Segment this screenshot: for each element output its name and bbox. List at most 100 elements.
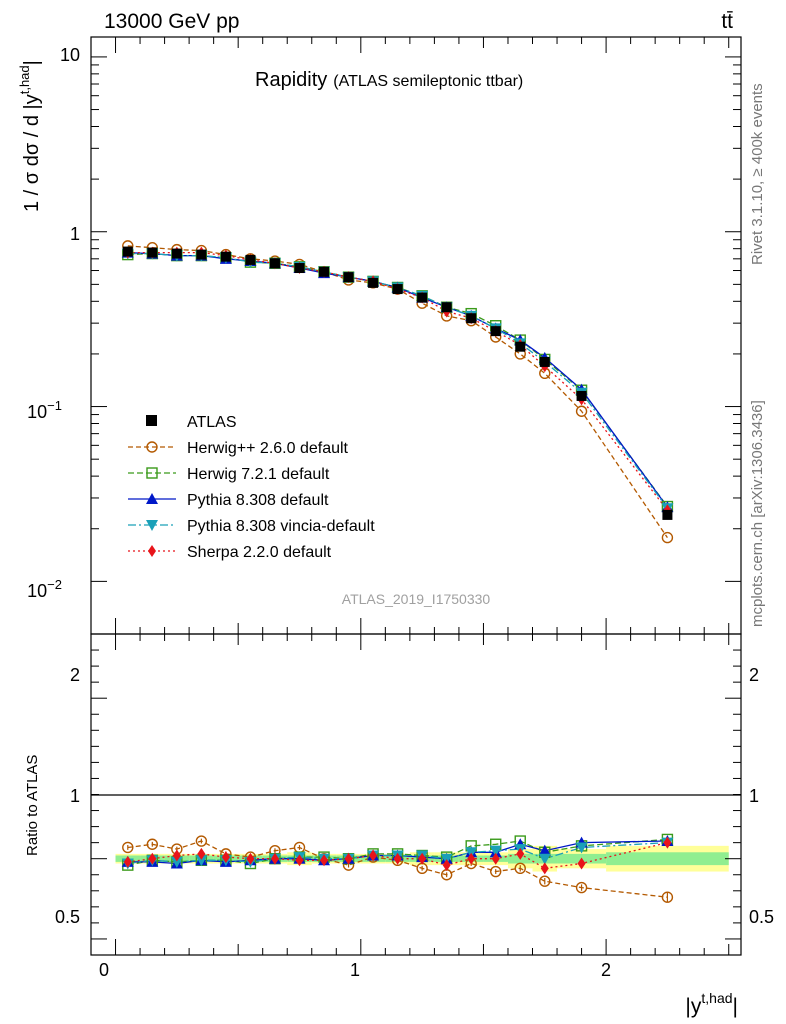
main-panel: Rapidity (ATLAS semileptonic ttbar) ATLAS… <box>17 36 742 955</box>
ratio-series-marker <box>467 852 476 865</box>
data-point <box>392 284 403 295</box>
ratio-series-marker <box>123 855 132 868</box>
rivet-label: Rivet 3.1.10, ≥ 400k events <box>749 83 766 265</box>
ratio-series-marker <box>514 862 526 875</box>
data-point <box>576 390 587 401</box>
ratio-series-marker <box>148 852 157 865</box>
ratio-y-tick-label-left: 0.5 <box>55 907 80 927</box>
main-data-points <box>122 246 673 520</box>
data-point <box>368 277 379 288</box>
watermark: ATLAS_2019_I1750330 <box>342 591 491 607</box>
x-axis-label: |yt,had| <box>685 990 738 1018</box>
ratio-series-marker <box>344 852 353 865</box>
data-point <box>220 251 231 262</box>
y-tick-label: 10 <box>60 45 80 65</box>
ratio-series-marker <box>491 852 500 865</box>
legend-label: Herwig 7.2.1 default <box>187 466 330 483</box>
legend-marker <box>146 441 158 453</box>
legend-marker <box>146 467 158 479</box>
ratio-series-marker <box>577 857 586 870</box>
ratio-y-tick-label-right: 1 <box>749 786 759 806</box>
data-point <box>245 254 256 265</box>
legend: ATLAS Herwig++ 2.6.0 default Herwig 7.2.1… <box>128 414 375 561</box>
main-axis-ticks <box>90 37 741 955</box>
data-point <box>539 356 550 367</box>
main-y-tick-labels: 10 1 10−1 10−2 <box>27 45 80 601</box>
ratio-y-tick-label-right: 2 <box>749 665 759 685</box>
y-tick-label: 10−2 <box>27 577 62 601</box>
data-point <box>417 292 428 303</box>
legend-label: Pythia 8.308 default <box>187 492 329 509</box>
ratio-y-tick-label-left: 2 <box>70 665 80 685</box>
x-tick-label: 0 <box>99 960 109 980</box>
ratio-plot-frame <box>90 633 742 956</box>
ratio-series-marker <box>122 841 134 854</box>
legend-marker <box>146 493 158 504</box>
ratio-series-marker <box>489 845 502 857</box>
x-tick-label: 1 <box>350 960 360 980</box>
x-tick-label: 2 <box>601 960 611 980</box>
data-point <box>147 247 158 258</box>
ratio-y-tick-label-right: 0.5 <box>749 907 774 927</box>
ratio-series-line <box>127 838 668 866</box>
legend-marker <box>146 520 158 531</box>
data-point <box>343 272 354 283</box>
ratio-y-tick-label-left: 1 <box>70 786 80 806</box>
data-point <box>662 509 673 520</box>
data-point <box>196 249 207 260</box>
ratio-series-marker <box>575 842 588 854</box>
ratio-series-marker <box>393 852 402 865</box>
series-marker <box>661 531 674 544</box>
ratio-series-marker <box>490 865 502 878</box>
ratio-series-line <box>127 841 668 865</box>
data-point <box>171 248 182 259</box>
ratio-series-marker <box>539 875 551 887</box>
ratio-series-marker <box>295 854 304 867</box>
ratio-series-marker <box>369 849 378 862</box>
ratio-series-marker <box>540 862 549 875</box>
legend-label: Pythia 8.308 vincia-default <box>187 518 375 535</box>
ratio-series-marker <box>516 847 525 860</box>
legend-label-atlas: ATLAS <box>187 414 237 431</box>
ratio-series-marker <box>663 836 672 849</box>
ratio-series-marker <box>221 851 230 864</box>
ratio-panel: Ratio to ATLAS 2 1 0.5 2 1 0.5 0 1 2 |yt… <box>24 633 774 1018</box>
ratio-series-marker <box>661 891 674 903</box>
ratio-series-marker <box>195 835 208 847</box>
ratio-series-marker <box>172 849 181 862</box>
ratio-series-markers <box>121 833 674 903</box>
ratio-axis-ticks <box>91 649 741 940</box>
ratio-series-marker <box>320 854 329 867</box>
ratio-series-marker <box>442 859 451 872</box>
ratio-series-marker <box>195 855 208 867</box>
ratio-series-marker <box>575 881 588 894</box>
y-tick-label: 1 <box>70 224 80 244</box>
series-line <box>127 251 668 511</box>
legend-label: Sherpa 2.2.0 default <box>187 544 332 561</box>
legend-marker-atlas <box>146 415 157 426</box>
uncertainty-band-inner <box>606 852 729 866</box>
ratio-series-marker <box>146 838 159 850</box>
ratio-series-marker <box>246 852 255 865</box>
data-point <box>269 258 280 269</box>
data-point <box>515 341 526 352</box>
legend-label: Herwig++ 2.6.0 default <box>187 440 349 457</box>
mcplots-label: mcplots.cern.ch [arXiv:1306.3436] <box>749 400 766 627</box>
energy-label: 13000 GeV pp <box>104 10 239 33</box>
ratio-series-line <box>127 841 668 869</box>
data-point <box>441 302 452 313</box>
ratio-series-marker <box>170 856 183 868</box>
ratio-series-marker <box>538 853 551 865</box>
legend-marker <box>148 545 156 557</box>
data-point <box>122 246 133 257</box>
data-point <box>490 326 501 337</box>
data-point <box>294 263 305 274</box>
data-point <box>319 266 330 277</box>
ratio-series-marker <box>418 852 427 865</box>
ratio-series-marker <box>538 844 551 856</box>
ratio-series-marker <box>197 847 206 860</box>
series-marker <box>575 405 588 417</box>
ratio-y-axis-label: Ratio to ATLAS <box>24 755 41 856</box>
ratio-series-marker <box>270 852 279 865</box>
